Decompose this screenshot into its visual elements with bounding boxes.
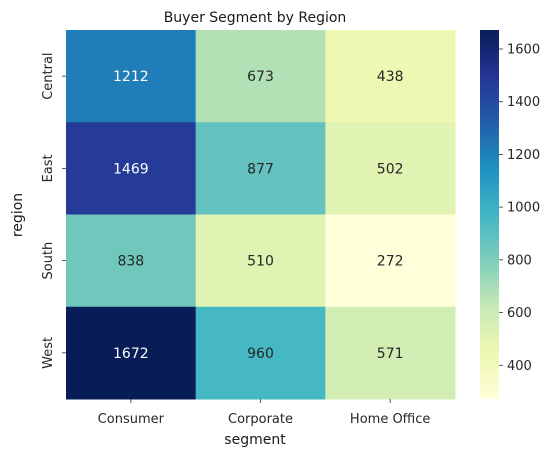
colorbar-ticks: 400 600 800 1000 1200 1400 1600 <box>499 42 540 374</box>
cell-value-label: 272 <box>377 254 404 270</box>
cell-value-label: 1672 <box>113 346 149 362</box>
cell-value-label: 877 <box>247 161 274 177</box>
y-tick-labels: Central East South West <box>41 52 66 369</box>
colorbar-tick-label: 800 <box>507 253 532 268</box>
heatmap-cell <box>325 30 456 123</box>
cell-value-label: 1212 <box>113 69 149 85</box>
colorbar-tick-label: 1400 <box>507 95 540 110</box>
y-tick-label: West <box>41 337 56 369</box>
x-tick-labels: Consumer Corporate Home Office <box>98 399 430 427</box>
x-axis-label: segment <box>224 432 286 448</box>
heatmap-cell <box>66 122 197 215</box>
heatmap-cell <box>325 214 456 308</box>
cell-value-label: 1469 <box>113 161 149 177</box>
colorbar-tick-label: 1600 <box>507 42 540 57</box>
heatmap-cell <box>325 122 456 215</box>
colorbar-tick-label: 400 <box>507 359 532 374</box>
heatmap-cell <box>195 214 326 308</box>
heatmap-cell <box>195 122 326 215</box>
heatmap-cell <box>325 306 456 400</box>
cell-value-label: 502 <box>377 161 404 177</box>
cell-value-label: 510 <box>247 254 274 270</box>
colorbar-tick-label: 1000 <box>507 201 540 216</box>
heatmap-cell <box>66 214 197 308</box>
cell-value-label: 838 <box>117 254 144 270</box>
x-tick-label: Consumer <box>98 412 165 427</box>
y-tick-label: East <box>41 154 56 182</box>
cell-value-label: 960 <box>247 346 274 362</box>
heatmap-cells: 1212 673 438 1469 877 502 838 510 272 1672 960 571 <box>66 30 456 400</box>
x-tick-label: Home Office <box>350 412 430 427</box>
heatmap-cell <box>195 30 326 123</box>
y-tick-label: South <box>41 242 56 280</box>
colorbar-tick-label: 1200 <box>507 148 540 163</box>
y-axis-label: region <box>10 193 26 237</box>
cell-value-label: 438 <box>377 69 404 85</box>
y-tick-label: Central <box>41 52 56 99</box>
heatmap-cell <box>66 306 197 400</box>
cell-value-label: 571 <box>377 346 404 362</box>
x-tick-label: Corporate <box>228 412 293 427</box>
chart-title: Buyer Segment by Region <box>164 10 347 26</box>
heatmap-cell <box>66 30 197 123</box>
colorbar <box>480 30 499 399</box>
heatmap-cell <box>195 306 326 400</box>
cell-value-label: 673 <box>247 69 274 85</box>
colorbar-tick-label: 600 <box>507 306 532 321</box>
